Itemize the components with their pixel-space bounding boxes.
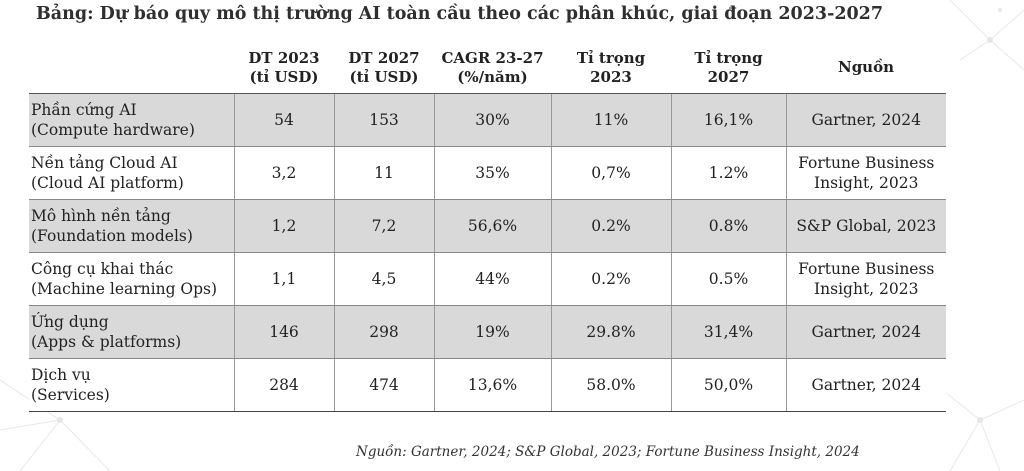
header-source: Nguồn (786, 42, 946, 94)
share2027-cell: 16,1% (670, 93, 786, 147)
share2027-cell: 31,4% (670, 305, 786, 359)
header-segment (29, 42, 234, 94)
dt2023-cell: 146 (233, 305, 334, 359)
dt2023-cell: 1,1 (233, 252, 334, 306)
market-forecast-table: DT 2023 (tỉ USD) DT 2027 (tỉ USD) CAGR 23-… (29, 42, 946, 412)
segment-cell: Mô hình nền tảng (Foundation models) (29, 199, 234, 253)
source-cell: S&P Global, 2023 (785, 199, 946, 253)
share2027-cell: 1.2% (670, 146, 786, 200)
share2027-cell: 50,0% (670, 358, 786, 412)
header-dt2023: DT 2023 (tỉ USD) (234, 42, 334, 94)
header-dt2027: DT 2027 (tỉ USD) (334, 42, 434, 94)
source-cell: Fortune Business Insight, 2023 (785, 146, 946, 200)
table-row: Phần cứng AI (Compute hardware) 54 153 30… (29, 93, 946, 147)
header-share2023: Tỉ trọng 2023 (551, 42, 671, 94)
dt2027-cell: 7,2 (333, 199, 434, 253)
cagr-cell: 30% (433, 93, 551, 147)
share2023-cell: 0.2% (550, 199, 671, 253)
dt2027-cell: 4,5 (333, 252, 434, 306)
header-row: DT 2023 (tỉ USD) DT 2027 (tỉ USD) CAGR 23-… (29, 42, 946, 94)
source-cell: Gartner, 2024 (785, 93, 946, 147)
share2023-cell: 0,7% (550, 146, 671, 200)
share2023-cell: 11% (550, 93, 671, 147)
dt2027-cell: 153 (333, 93, 434, 147)
dt2023-cell: 1,2 (233, 199, 334, 253)
share2023-cell: 58.0% (550, 358, 671, 412)
dt2027-cell: 298 (333, 305, 434, 359)
dt2023-cell: 284 (233, 358, 334, 412)
cagr-cell: 35% (433, 146, 551, 200)
share2027-cell: 0.8% (670, 199, 786, 253)
dt2023-cell: 3,2 (233, 146, 334, 200)
share2027-cell: 0.5% (670, 252, 786, 306)
cagr-cell: 13,6% (433, 358, 551, 412)
table-row: Công cụ khai thác (Machine learning Ops) … (29, 252, 946, 306)
share2023-cell: 29.8% (550, 305, 671, 359)
source-footnote: Nguồn: Gartner, 2024; S&P Global, 2023; … (356, 444, 860, 460)
segment-cell: Phần cứng AI (Compute hardware) (29, 93, 234, 147)
table-row: Mô hình nền tảng (Foundation models) 1,2 … (29, 199, 946, 253)
cagr-cell: 56,6% (433, 199, 551, 253)
dt2023-cell: 54 (233, 93, 334, 147)
header-cagr: CAGR 23-27 (%/năm) (434, 42, 551, 94)
source-cell: Gartner, 2024 (785, 358, 946, 412)
segment-cell: Nền tảng Cloud AI (Cloud AI platform) (29, 146, 234, 200)
segment-cell: Ứng dụng (Apps & platforms) (29, 305, 234, 359)
share2023-cell: 0.2% (550, 252, 671, 306)
segment-cell: Công cụ khai thác (Machine learning Ops) (29, 252, 234, 306)
table-row: Ứng dụng (Apps & platforms) 146 298 19% 2… (29, 305, 946, 359)
table-row: Nền tảng Cloud AI (Cloud AI platform) 3,2… (29, 146, 946, 200)
table-title: Bảng: Dự báo quy mô thị trường AI toàn c… (36, 4, 884, 24)
header-share2027: Tỉ trọng 2027 (671, 42, 786, 94)
cagr-cell: 19% (433, 305, 551, 359)
source-cell: Fortune Business Insight, 2023 (785, 252, 946, 306)
source-cell: Gartner, 2024 (785, 305, 946, 359)
dt2027-cell: 474 (333, 358, 434, 412)
segment-cell: Dịch vụ (Services) (29, 358, 234, 412)
dt2027-cell: 11 (333, 146, 434, 200)
table-row: Dịch vụ (Services) 284 474 13,6% 58.0% 50… (29, 358, 946, 412)
cagr-cell: 44% (433, 252, 551, 306)
